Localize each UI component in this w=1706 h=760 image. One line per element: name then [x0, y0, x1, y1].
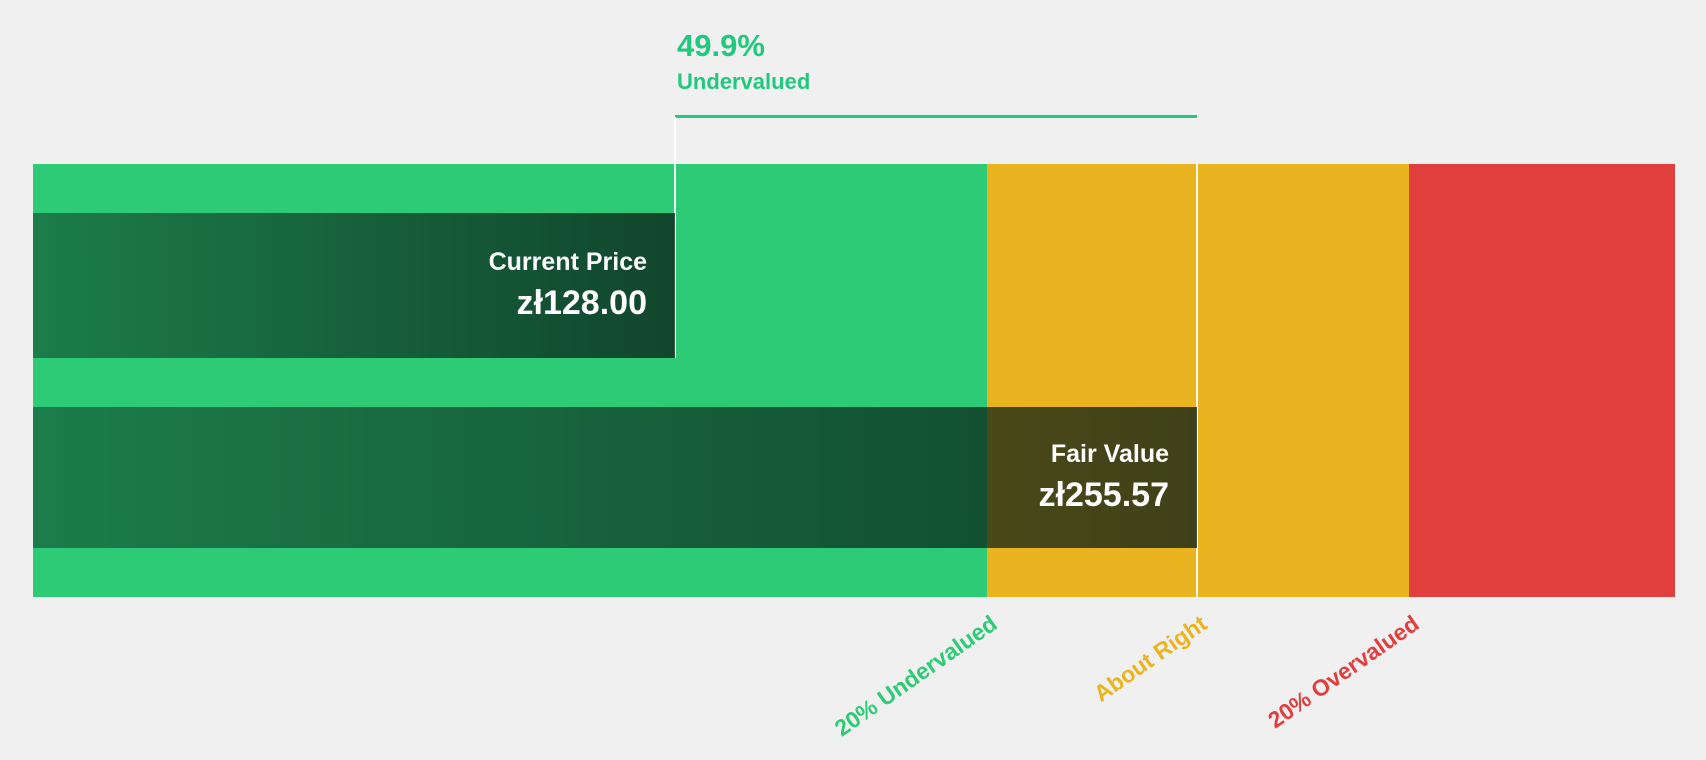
discount-percent: 49.9%: [677, 28, 765, 63]
axis-label-about-right: About Right: [1089, 610, 1212, 707]
fair-value-value: zł255.57: [1038, 476, 1169, 515]
discount-status-label: Undervalued: [677, 68, 811, 94]
fair-value-marker-line: [1196, 164, 1198, 597]
axis-label-20pct-overvalued: 20% Overvalued: [1263, 610, 1424, 734]
discount-annotation: 49.9% Undervalued: [677, 28, 810, 94]
current-price-marker-line: [674, 117, 676, 358]
fair-value-bar[interactable]: Fair Value zł255.57: [33, 407, 1197, 548]
current-price-value: zł128.00: [516, 284, 647, 323]
zone-overvalued[interactable]: [1409, 164, 1675, 597]
axis-label-20pct-undervalued: 20% Undervalued: [829, 610, 1002, 742]
current-price-label: Current Price: [488, 248, 647, 277]
current-price-bar[interactable]: Current Price zł128.00: [33, 213, 675, 358]
discount-connector-line: [675, 115, 1197, 118]
fair-value-label: Fair Value: [1050, 440, 1169, 469]
